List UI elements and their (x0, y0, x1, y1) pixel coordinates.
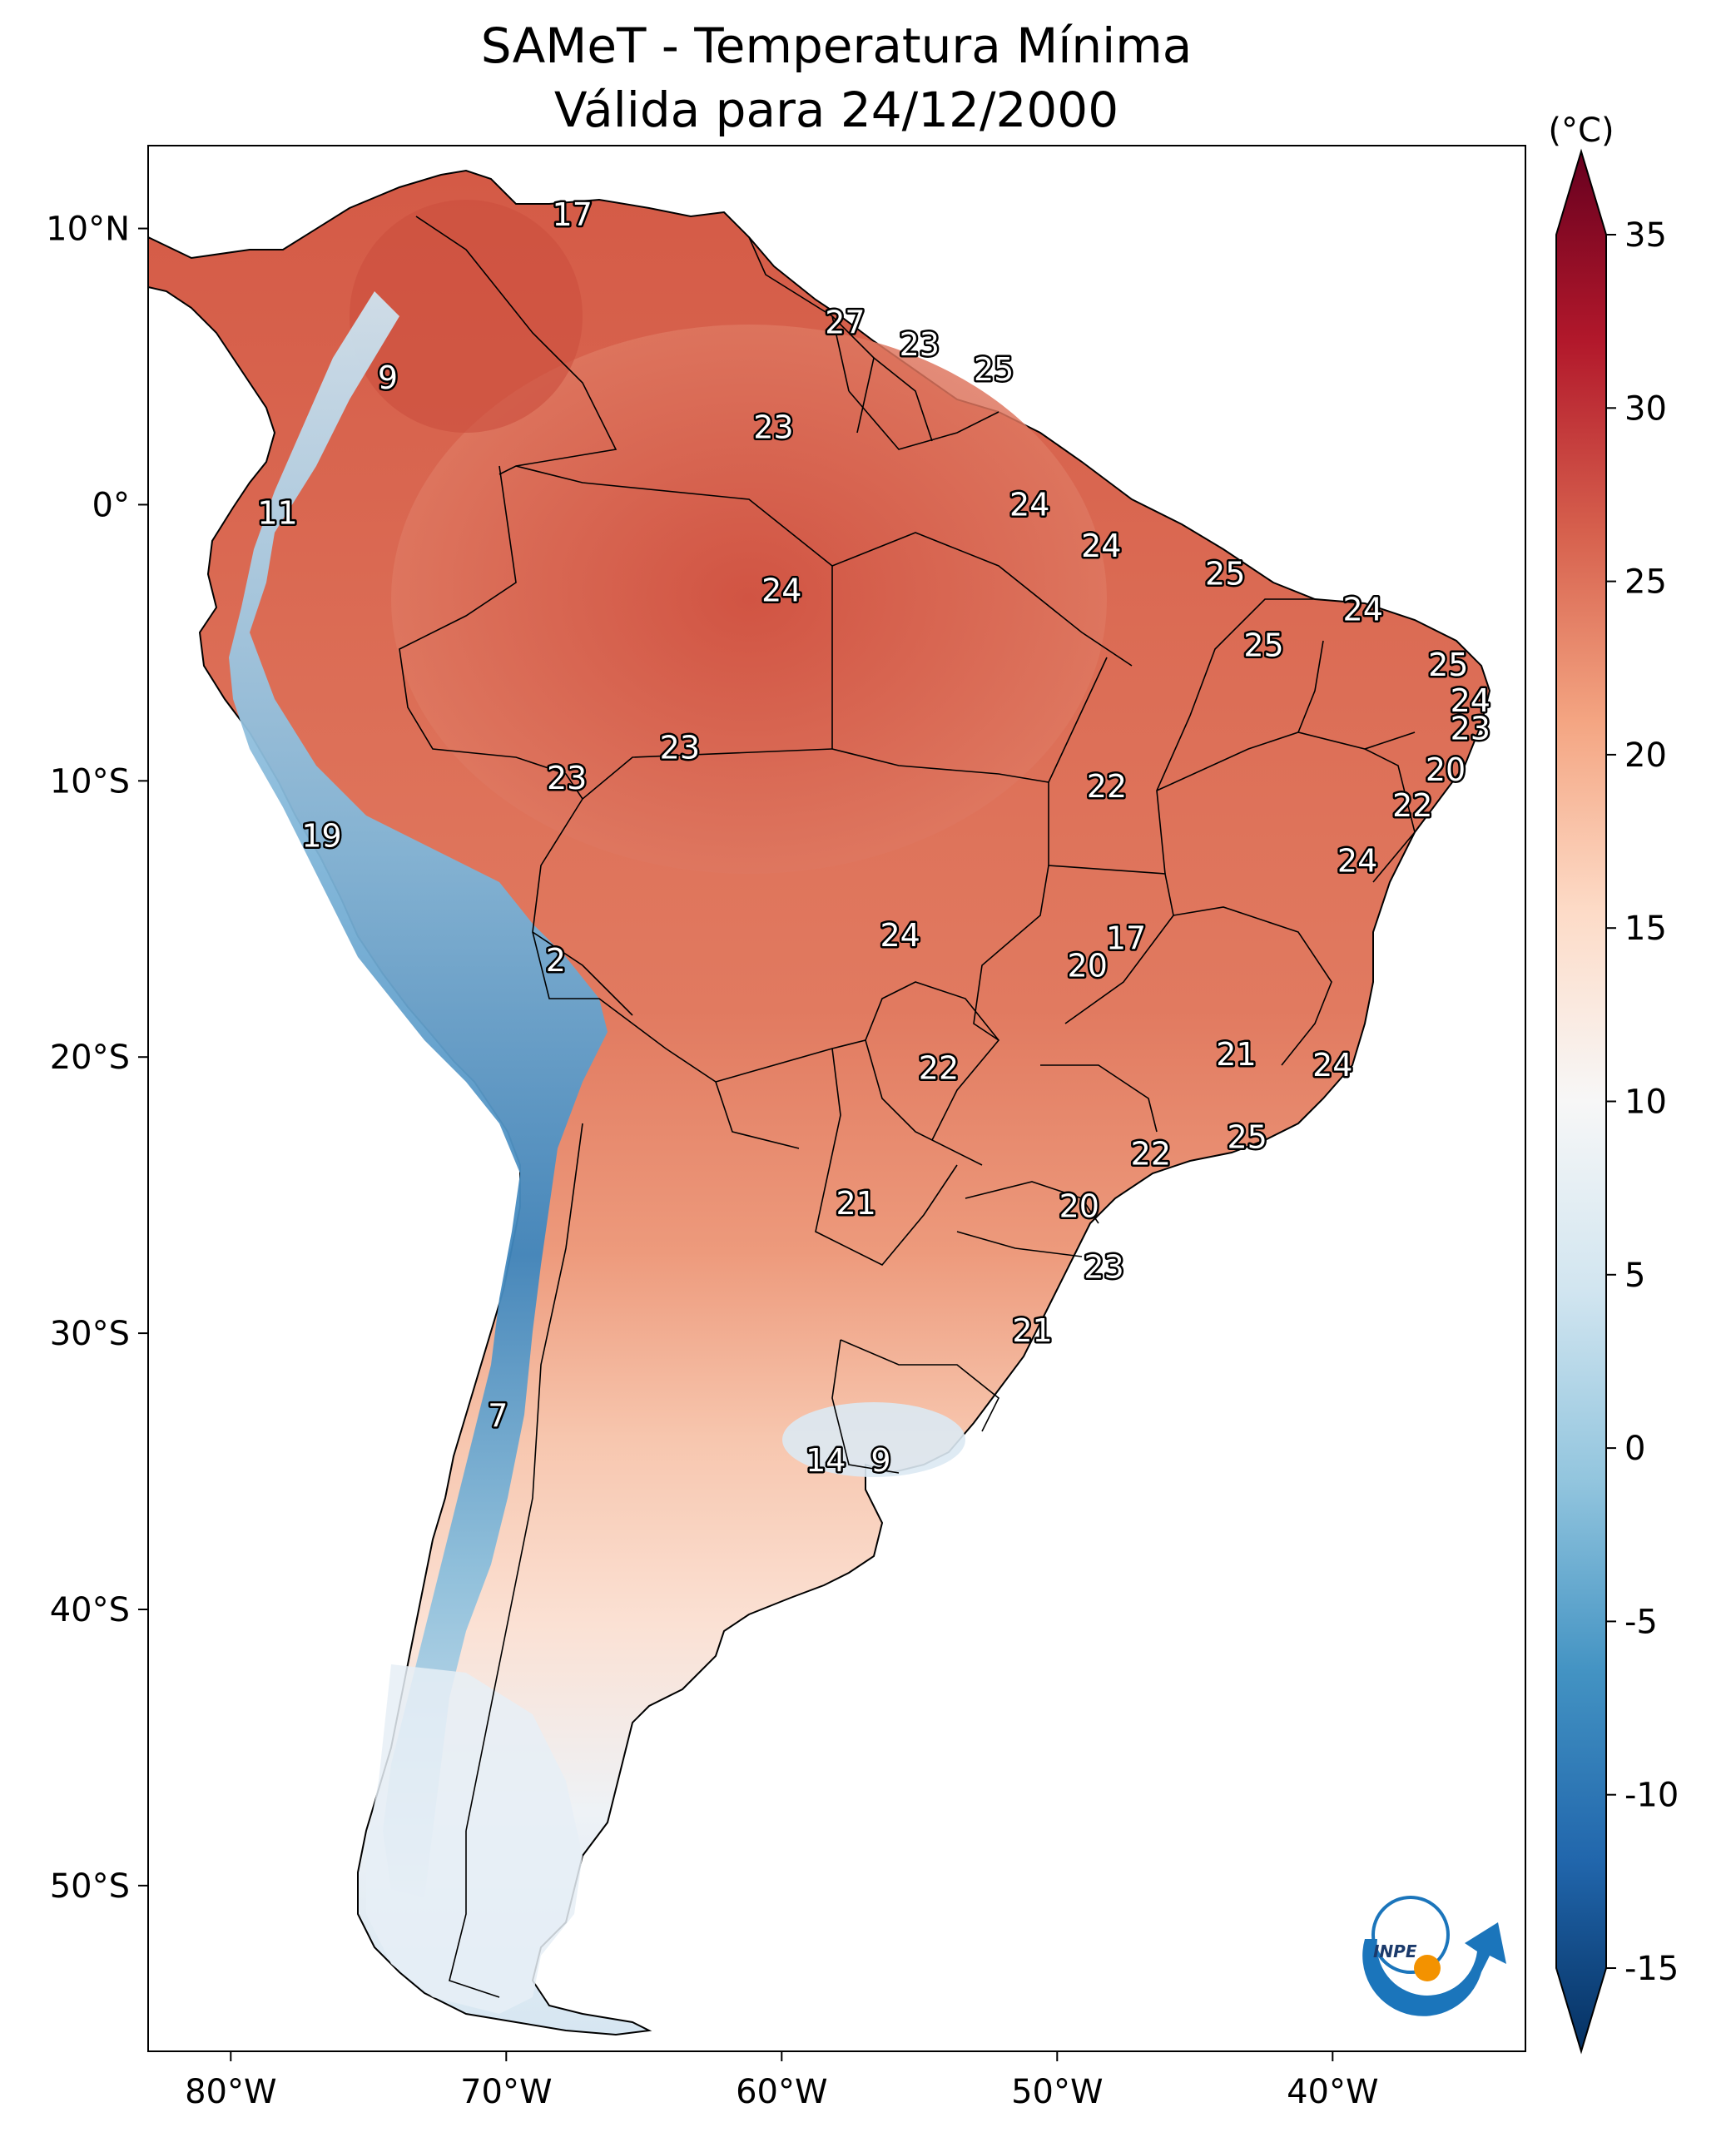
station-temperature-label: 2 (546, 942, 566, 979)
station-temperature-label: 27 (825, 304, 865, 340)
station-temperature-label: 24 (761, 572, 801, 608)
inpe-logo-orbit (1371, 1896, 1450, 1974)
country-borders (399, 216, 1416, 1998)
station-temperature-label: 25 (1243, 627, 1283, 664)
station-temperature-label: 21 (1012, 1312, 1052, 1349)
station-temperature-label: 21 (836, 1185, 875, 1222)
lat-tick-label: 0° (92, 486, 130, 524)
station-temperature-label: 25 (974, 351, 1014, 388)
colorbar-tick-label: 10 (1624, 1083, 1667, 1122)
lat-tick-label: 30°S (50, 1315, 130, 1353)
lon-tick-label: 50°W (1011, 2073, 1103, 2111)
lat-tick-label: 50°S (50, 1867, 130, 1906)
station-temperature-label: 25 (1428, 647, 1468, 683)
andes-cold-band (229, 291, 608, 1897)
station-temperature-label: 7 (488, 1398, 508, 1435)
station-temperature-label: 23 (660, 730, 700, 766)
station-temperature-label: 21 (1216, 1036, 1256, 1073)
colorbar-tick-label: 25 (1624, 563, 1667, 602)
station-temperature-label: 24 (1343, 592, 1383, 628)
station-temperature-label: 23 (900, 326, 940, 363)
lat-tick-label: 20°S (50, 1039, 130, 1077)
station-temperature-label: 24 (1081, 528, 1121, 564)
amazon-warm-area (391, 325, 1107, 874)
colorbar-tick-label: -10 (1624, 1777, 1679, 1815)
station-temperature-label: 20 (1059, 1188, 1099, 1224)
lon-tick-label: 40°W (1287, 2073, 1378, 2111)
station-temperature-label: 11 (257, 494, 297, 531)
inpe-logo-sun (1414, 1955, 1441, 1981)
colorbar-body (1555, 148, 1607, 2055)
station-temperature-label: 24 (880, 917, 920, 954)
station-temperature-label: 9 (378, 359, 398, 396)
station-temperature-label: 20 (1426, 751, 1466, 788)
colorbar-tick-label: -5 (1624, 1603, 1658, 1641)
station-temperature-label: 17 (553, 196, 593, 233)
colorbar-tick-label: 15 (1624, 910, 1667, 948)
inpe-logo: INPE (1362, 1896, 1506, 2016)
colorbar-tick-label: -15 (1624, 1950, 1679, 1988)
station-temperature-label: 23 (1084, 1248, 1123, 1285)
northwest-warm-area (350, 200, 583, 433)
station-temperature-label: 20 (1068, 948, 1108, 984)
colorbar-tick-label: 20 (1624, 736, 1667, 775)
colorbar: (°C) 35 30 25 20 15 10 5 0 -5 -10 -15 (1548, 112, 1679, 2055)
station-temperature-label: 23 (753, 409, 793, 446)
station-temperature-label: 22 (1392, 787, 1432, 824)
colorbar-ticks: 35 30 25 20 15 10 5 0 -5 -10 -15 (1606, 216, 1679, 1988)
lat-tick-label: 10°N (46, 211, 130, 249)
patagonia-cool-area (366, 1664, 583, 2014)
station-temperature-label: 24 (1451, 682, 1490, 719)
colorbar-tick-label: 0 (1624, 1430, 1645, 1468)
station-temperature-label: 25 (1228, 1118, 1267, 1155)
station-temperature-label: 24 (1312, 1047, 1352, 1083)
lat-tick-label: 40°S (50, 1591, 130, 1629)
lon-tick-label: 80°W (185, 2073, 276, 2111)
colorbar-unit-label: (°C) (1548, 112, 1614, 150)
station-temperature-label: 22 (1087, 768, 1127, 805)
station-temperature-label: 22 (1131, 1135, 1171, 1172)
colorbar-tick-label: 35 (1624, 216, 1667, 255)
lon-tick-label: 60°W (736, 2073, 827, 2111)
station-temperature-label: 23 (547, 760, 587, 796)
station-temperature-label: 14 (806, 1442, 846, 1479)
latitude-ticks: 10°N 0° 10°S 20°S 30°S 40°S 50°S (46, 211, 148, 1906)
inpe-logo-arc (1362, 1922, 1506, 2016)
lat-tick-label: 10°S (50, 762, 130, 801)
longitude-ticks: 80°W 70°W 60°W 50°W 40°W (185, 2051, 1379, 2111)
station-temperature-label: 19 (301, 818, 341, 855)
map-frame (147, 145, 1526, 2052)
chart-title-line1: SAMeT - Temperatura Mínima (481, 17, 1193, 74)
station-temperature-label: 23 (1451, 710, 1490, 746)
colorbar-tick-label: 5 (1624, 1257, 1645, 1295)
station-temperature-label: 9 (870, 1442, 890, 1479)
station-temperature-label: 22 (919, 1049, 959, 1086)
colorbar-tick-label: 30 (1624, 389, 1667, 428)
chart-title-line2: Válida para 24/12/2000 (554, 82, 1118, 138)
station-temperature-label: 24 (1337, 843, 1377, 880)
station-temperature-label: 25 (1205, 555, 1245, 592)
uruguay-cool-area (782, 1402, 965, 1477)
lon-tick-label: 70°W (460, 2073, 552, 2111)
inpe-logo-text: INPE (1373, 1941, 1417, 1961)
station-temperature-label: 24 (1009, 486, 1049, 523)
station-temperature-label: 17 (1106, 920, 1146, 957)
